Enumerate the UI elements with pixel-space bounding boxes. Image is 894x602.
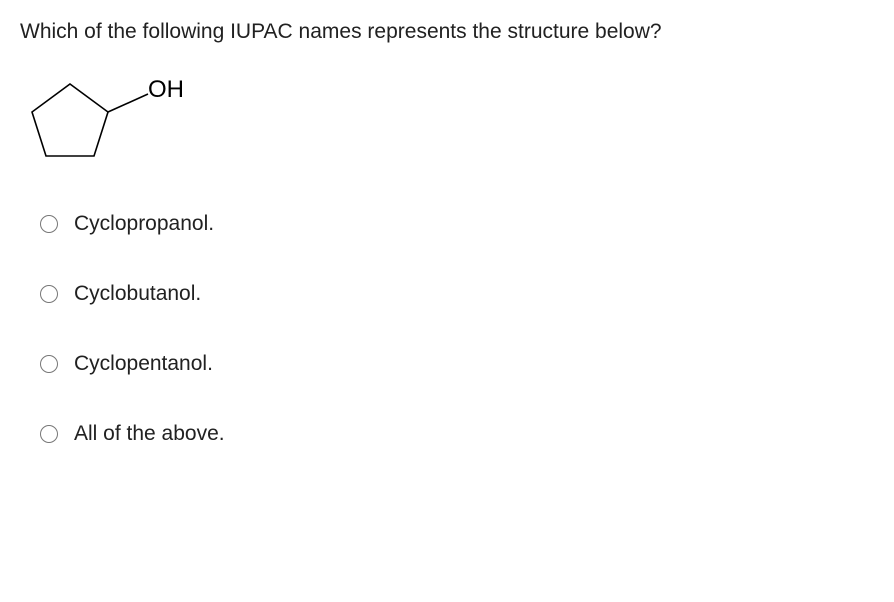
option-row: Cyclobutanol. (40, 282, 874, 306)
option-label: Cyclopentanol. (74, 352, 213, 376)
option-row: All of the above. (40, 422, 874, 446)
option-label: All of the above. (74, 422, 225, 446)
molecule-svg (20, 74, 220, 164)
option-row: Cyclopropanol. (40, 212, 874, 236)
radio-button[interactable] (40, 425, 58, 443)
option-label: Cyclobutanol. (74, 282, 201, 306)
radio-button[interactable] (40, 215, 58, 233)
hydroxyl-label: OH (148, 76, 184, 104)
molecule-structure: OH (20, 74, 220, 164)
options-group: Cyclopropanol. Cyclobutanol. Cyclopentan… (20, 212, 874, 446)
question-text: Which of the following IUPAC names repre… (20, 18, 874, 46)
radio-button[interactable] (40, 285, 58, 303)
radio-button[interactable] (40, 355, 58, 373)
option-row: Cyclopentanol. (40, 352, 874, 376)
option-label: Cyclopropanol. (74, 212, 214, 236)
